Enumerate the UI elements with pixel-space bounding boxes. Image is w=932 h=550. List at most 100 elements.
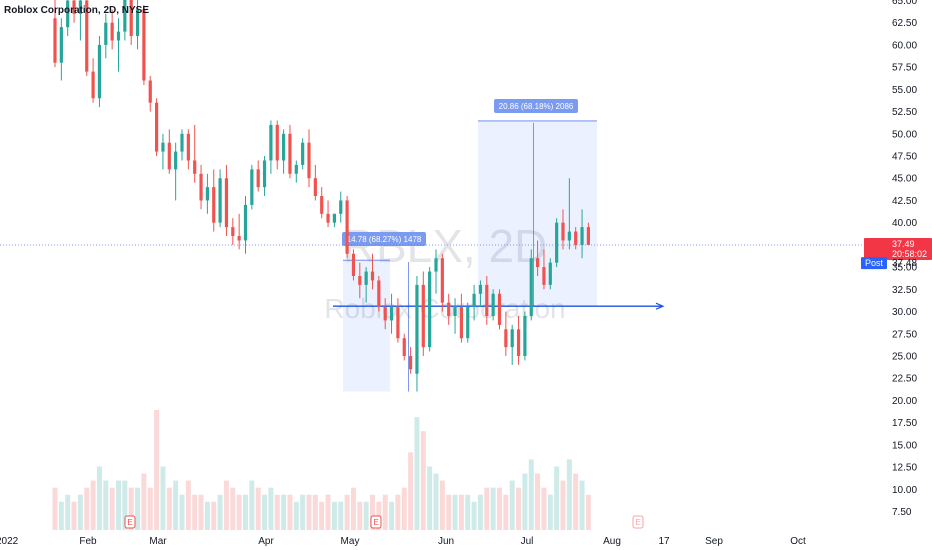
volume-bar bbox=[554, 466, 560, 530]
volume-bar bbox=[255, 487, 261, 530]
volume-bar bbox=[427, 466, 433, 530]
measure-range-box[interactable] bbox=[478, 120, 597, 307]
volume-bar bbox=[217, 494, 223, 530]
candle-body bbox=[294, 164, 298, 174]
volume-bar bbox=[109, 487, 115, 530]
candles bbox=[53, 0, 590, 392]
candle-body bbox=[59, 27, 63, 63]
time-tick-label: Jul bbox=[521, 536, 534, 547]
candle-body bbox=[504, 329, 508, 348]
volume-bar bbox=[395, 494, 401, 530]
volume-bar bbox=[141, 473, 147, 530]
candle-body bbox=[339, 200, 343, 214]
candle-body bbox=[383, 307, 387, 321]
candle-body bbox=[167, 142, 171, 170]
earnings-marker[interactable] bbox=[124, 515, 136, 529]
candle-body bbox=[396, 307, 400, 339]
volume-bar bbox=[344, 494, 350, 530]
candle-body bbox=[428, 271, 432, 348]
time-tick-label: Jun bbox=[438, 536, 454, 547]
volume-bar bbox=[579, 480, 585, 530]
volume-bar bbox=[281, 494, 287, 530]
volume-bar bbox=[528, 459, 534, 530]
volume-bar bbox=[122, 480, 128, 530]
candle-body bbox=[66, 0, 70, 28]
candle-body bbox=[269, 124, 273, 161]
candle-body bbox=[542, 267, 546, 285]
candle-body bbox=[478, 284, 483, 294]
candle-body bbox=[415, 284, 419, 374]
price-tick-label: 35.00 bbox=[892, 263, 917, 274]
volume-bar bbox=[331, 501, 337, 530]
candle-body bbox=[199, 173, 203, 201]
volume-bar bbox=[516, 487, 522, 530]
price-tick-label: 20.00 bbox=[892, 396, 917, 407]
candle-body bbox=[78, 0, 82, 14]
candle-body bbox=[85, 0, 89, 72]
time-tick-label: Aug bbox=[603, 536, 621, 547]
price-tick-label: 15.00 bbox=[892, 440, 917, 451]
price-tick-label: 42.50 bbox=[892, 196, 917, 207]
candle-body bbox=[180, 133, 184, 152]
earnings-marker-label: E bbox=[127, 518, 132, 527]
candle-body bbox=[389, 307, 394, 321]
candle-body bbox=[370, 271, 375, 281]
volume-bar bbox=[147, 487, 153, 530]
candle-body bbox=[262, 160, 267, 188]
candle-body bbox=[434, 258, 438, 272]
candle-body bbox=[161, 142, 165, 152]
candle-body bbox=[91, 71, 95, 99]
volume-bar bbox=[116, 480, 121, 530]
post-price-tag: Post 37.48 bbox=[861, 257, 917, 270]
candle-body bbox=[510, 329, 514, 348]
volume-bar bbox=[268, 487, 274, 530]
volume-bar bbox=[509, 480, 515, 530]
post-label: Post bbox=[865, 258, 884, 268]
candle-body bbox=[364, 271, 368, 285]
last-price-tag: 37.49 20:58:02 bbox=[864, 237, 932, 260]
candle-body bbox=[574, 231, 578, 245]
candle-body bbox=[409, 355, 413, 370]
candle-body bbox=[529, 258, 533, 316]
horizontal-ray[interactable] bbox=[333, 302, 665, 310]
volume-bar bbox=[65, 494, 71, 530]
candle-body bbox=[555, 222, 559, 263]
volume-bar bbox=[414, 417, 420, 530]
candle-body bbox=[497, 293, 502, 325]
candle-body bbox=[135, 9, 140, 37]
volume-bar bbox=[185, 480, 191, 530]
countdown-value: 20:58:02 bbox=[892, 249, 927, 259]
volume-bar bbox=[560, 480, 566, 530]
time-axis[interactable]: 2022 Feb Mar Apr May Jun Jul Aug 17 Sep Oct bbox=[0, 536, 806, 547]
volume-bar bbox=[357, 501, 363, 530]
volume-bar bbox=[503, 494, 509, 530]
volume-bar bbox=[103, 480, 109, 530]
earnings-marker[interactable] bbox=[370, 515, 382, 529]
price-axis[interactable]: 65.00 62.50 60.00 57.50 55.00 52.50 50.00 47.50… bbox=[892, 0, 917, 518]
volume-bars bbox=[52, 410, 591, 530]
measure-label-text: 20.86 (68.18%) 2086 bbox=[499, 102, 574, 111]
volume-bar bbox=[319, 501, 325, 530]
candle-body bbox=[466, 307, 470, 339]
price-tick-label: 62.50 bbox=[892, 18, 917, 29]
time-tick-label: May bbox=[341, 536, 360, 547]
candle-body bbox=[453, 307, 457, 316]
price-tick-label: 50.00 bbox=[892, 129, 917, 140]
price-tick-label: 52.50 bbox=[892, 107, 917, 118]
volume-bar bbox=[452, 494, 458, 530]
candle-body bbox=[301, 142, 305, 165]
candle-body bbox=[212, 187, 216, 223]
volume-bar bbox=[338, 501, 344, 530]
volume-bar bbox=[408, 452, 414, 530]
earnings-marker[interactable] bbox=[632, 515, 644, 529]
volume-bar bbox=[363, 501, 369, 530]
candle-body bbox=[243, 204, 248, 241]
chart-title: Roblox Corporation, 2D, NYSE bbox=[4, 5, 149, 16]
volume-bar bbox=[382, 494, 388, 530]
candle-body bbox=[231, 227, 235, 237]
candle-body bbox=[561, 222, 565, 241]
time-tick-label: Mar bbox=[149, 536, 167, 547]
last-price-value: 37.49 bbox=[892, 239, 915, 249]
